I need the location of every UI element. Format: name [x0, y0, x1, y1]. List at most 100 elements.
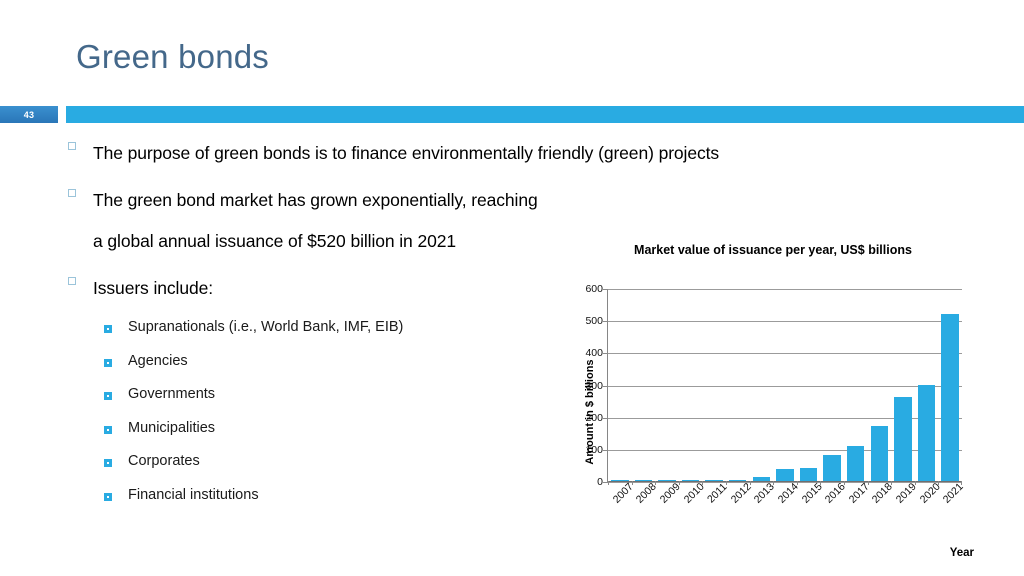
chart-bar-slot	[655, 288, 679, 485]
chart-bar	[941, 313, 959, 481]
chart-x-label-slot: 2007	[607, 481, 636, 535]
chart-bar-slot	[820, 288, 844, 485]
chart-x-label-slot: 2009	[654, 481, 683, 535]
list-item: Issuers include:	[68, 268, 538, 309]
chart-bar-slot	[867, 288, 892, 485]
title-divider-band: 43	[0, 106, 1024, 123]
filled-square-bullet-icon	[104, 392, 112, 400]
hollow-square-bullet-icon	[68, 142, 76, 150]
chart-y-tick-mark	[603, 289, 608, 290]
chart-bar	[611, 480, 629, 481]
accent-rule	[66, 106, 1024, 123]
chart-x-label-slot: 2018	[867, 481, 895, 535]
chart-bar	[847, 445, 865, 481]
chart-x-tick-mark	[725, 481, 727, 485]
chart-bar-slot	[608, 288, 632, 485]
chart-bar	[658, 480, 676, 481]
chart-x-label-slot: 2019	[890, 481, 919, 535]
chart-y-tick-mark	[603, 417, 608, 419]
filled-square-bullet-icon	[104, 492, 112, 501]
chart-x-tick-mark	[938, 481, 940, 485]
chart-bar	[752, 477, 771, 481]
chart-bar-slot	[796, 288, 821, 485]
issuance-bar-chart: Market value of issuance per year, US$ b…	[536, 238, 986, 563]
chart-gridline	[608, 353, 962, 355]
chart-bar	[799, 467, 818, 481]
filled-square-bullet-icon	[104, 325, 112, 333]
chart-gridline	[608, 321, 962, 323]
chart-bar-slot	[773, 288, 797, 485]
chart-x-label-slot: 2016	[819, 481, 848, 535]
chart-bar-slot	[631, 288, 656, 485]
chart-y-tick-mark	[603, 385, 608, 387]
chart-x-tick-mark	[867, 481, 869, 485]
chart-x-label-slot: 2011	[701, 481, 729, 535]
chart-bars	[608, 288, 962, 485]
list-item: Municipalities	[104, 420, 538, 437]
chart-x-tick-mark	[608, 481, 609, 485]
chart-x-tick-mark	[702, 481, 704, 485]
list-item: Governments	[104, 386, 538, 403]
chart-bar-slot	[914, 288, 939, 485]
chart-y-tick-label: 500	[585, 315, 603, 328]
chart-x-tick-mark	[655, 481, 657, 485]
filled-square-bullet-icon	[104, 459, 112, 467]
list-item: Supranationals (i.e., World Bank, IMF, E…	[104, 319, 538, 336]
chart-y-tick-label: 200	[585, 411, 603, 424]
chart-bar-slot	[702, 288, 726, 485]
chart-bar	[634, 480, 653, 481]
sub-bullet-text: Municipalities	[128, 419, 216, 436]
sub-bullet-text: Financial institutions	[128, 486, 259, 503]
list-item: The purpose of green bonds is to finance…	[68, 133, 719, 174]
chart-gridline	[608, 449, 962, 451]
chart-x-label-slot: 2014	[772, 481, 801, 535]
chart-y-tick-mark	[603, 449, 608, 451]
chart-bar	[729, 480, 747, 481]
chart-x-label-slot: 2008	[631, 481, 659, 535]
list-item: Corporates	[104, 453, 538, 470]
hollow-square-bullet-icon	[68, 277, 76, 285]
chart-bar	[705, 480, 723, 481]
chart-bar	[894, 397, 912, 481]
page-title: Green bonds	[76, 38, 269, 75]
chart-x-tick-mark	[749, 481, 751, 485]
chart-x-tick-mark	[631, 481, 633, 485]
chart-y-tick-mark	[603, 321, 608, 323]
slide-number-badge: 43	[0, 106, 58, 123]
chart-bar	[917, 385, 936, 481]
list-item: Agencies	[104, 353, 538, 370]
chart-x-tick-mark	[820, 481, 822, 485]
chart-x-tick-mark	[843, 481, 845, 485]
chart-y-tick-label: 100	[585, 443, 603, 456]
chart-bar	[870, 426, 889, 481]
chart-x-tick-mark	[914, 481, 916, 485]
chart-x-tick-mark	[961, 481, 962, 485]
filled-square-bullet-icon	[104, 358, 112, 367]
chart-x-label-slot: 2020	[914, 481, 942, 535]
chart-y-tick-label: 400	[585, 347, 603, 360]
chart-x-axis-line	[608, 481, 962, 482]
chart-bar-slot	[749, 288, 774, 485]
chart-y-tick-label: 0	[597, 476, 603, 488]
chart-x-label-slot: 2012	[725, 481, 754, 535]
chart-gridline	[608, 385, 962, 387]
chart-x-tick-mark	[891, 481, 893, 485]
chart-bar-slot	[678, 288, 703, 485]
list-item: The green bond market has grown exponent…	[68, 180, 538, 262]
chart-y-tick-label: 600	[585, 283, 603, 295]
bullet-text: Issuers include:	[93, 278, 213, 298]
list-item: Financial institutions	[104, 487, 538, 504]
chart-x-label-slot: 2021	[937, 481, 966, 535]
sub-bullet-text: Governments	[128, 386, 216, 402]
chart-x-tick-mark	[773, 481, 775, 485]
chart-x-label-slot: 2013	[749, 481, 777, 535]
issuer-sub-list: Supranationals (i.e., World Bank, IMF, E…	[104, 319, 538, 504]
chart-x-label-slot: 2017	[843, 481, 871, 535]
chart-x-tick-label: 2021	[940, 480, 966, 506]
chart-gridline	[608, 482, 962, 483]
chart-x-tick-mark	[678, 481, 680, 485]
chart-bar-slot	[891, 288, 915, 485]
chart-title: Market value of issuance per year, US$ b…	[634, 243, 912, 257]
chart-bar	[776, 469, 794, 481]
chart-plot-area: 0 100 200 300 400 500 600	[585, 283, 962, 488]
